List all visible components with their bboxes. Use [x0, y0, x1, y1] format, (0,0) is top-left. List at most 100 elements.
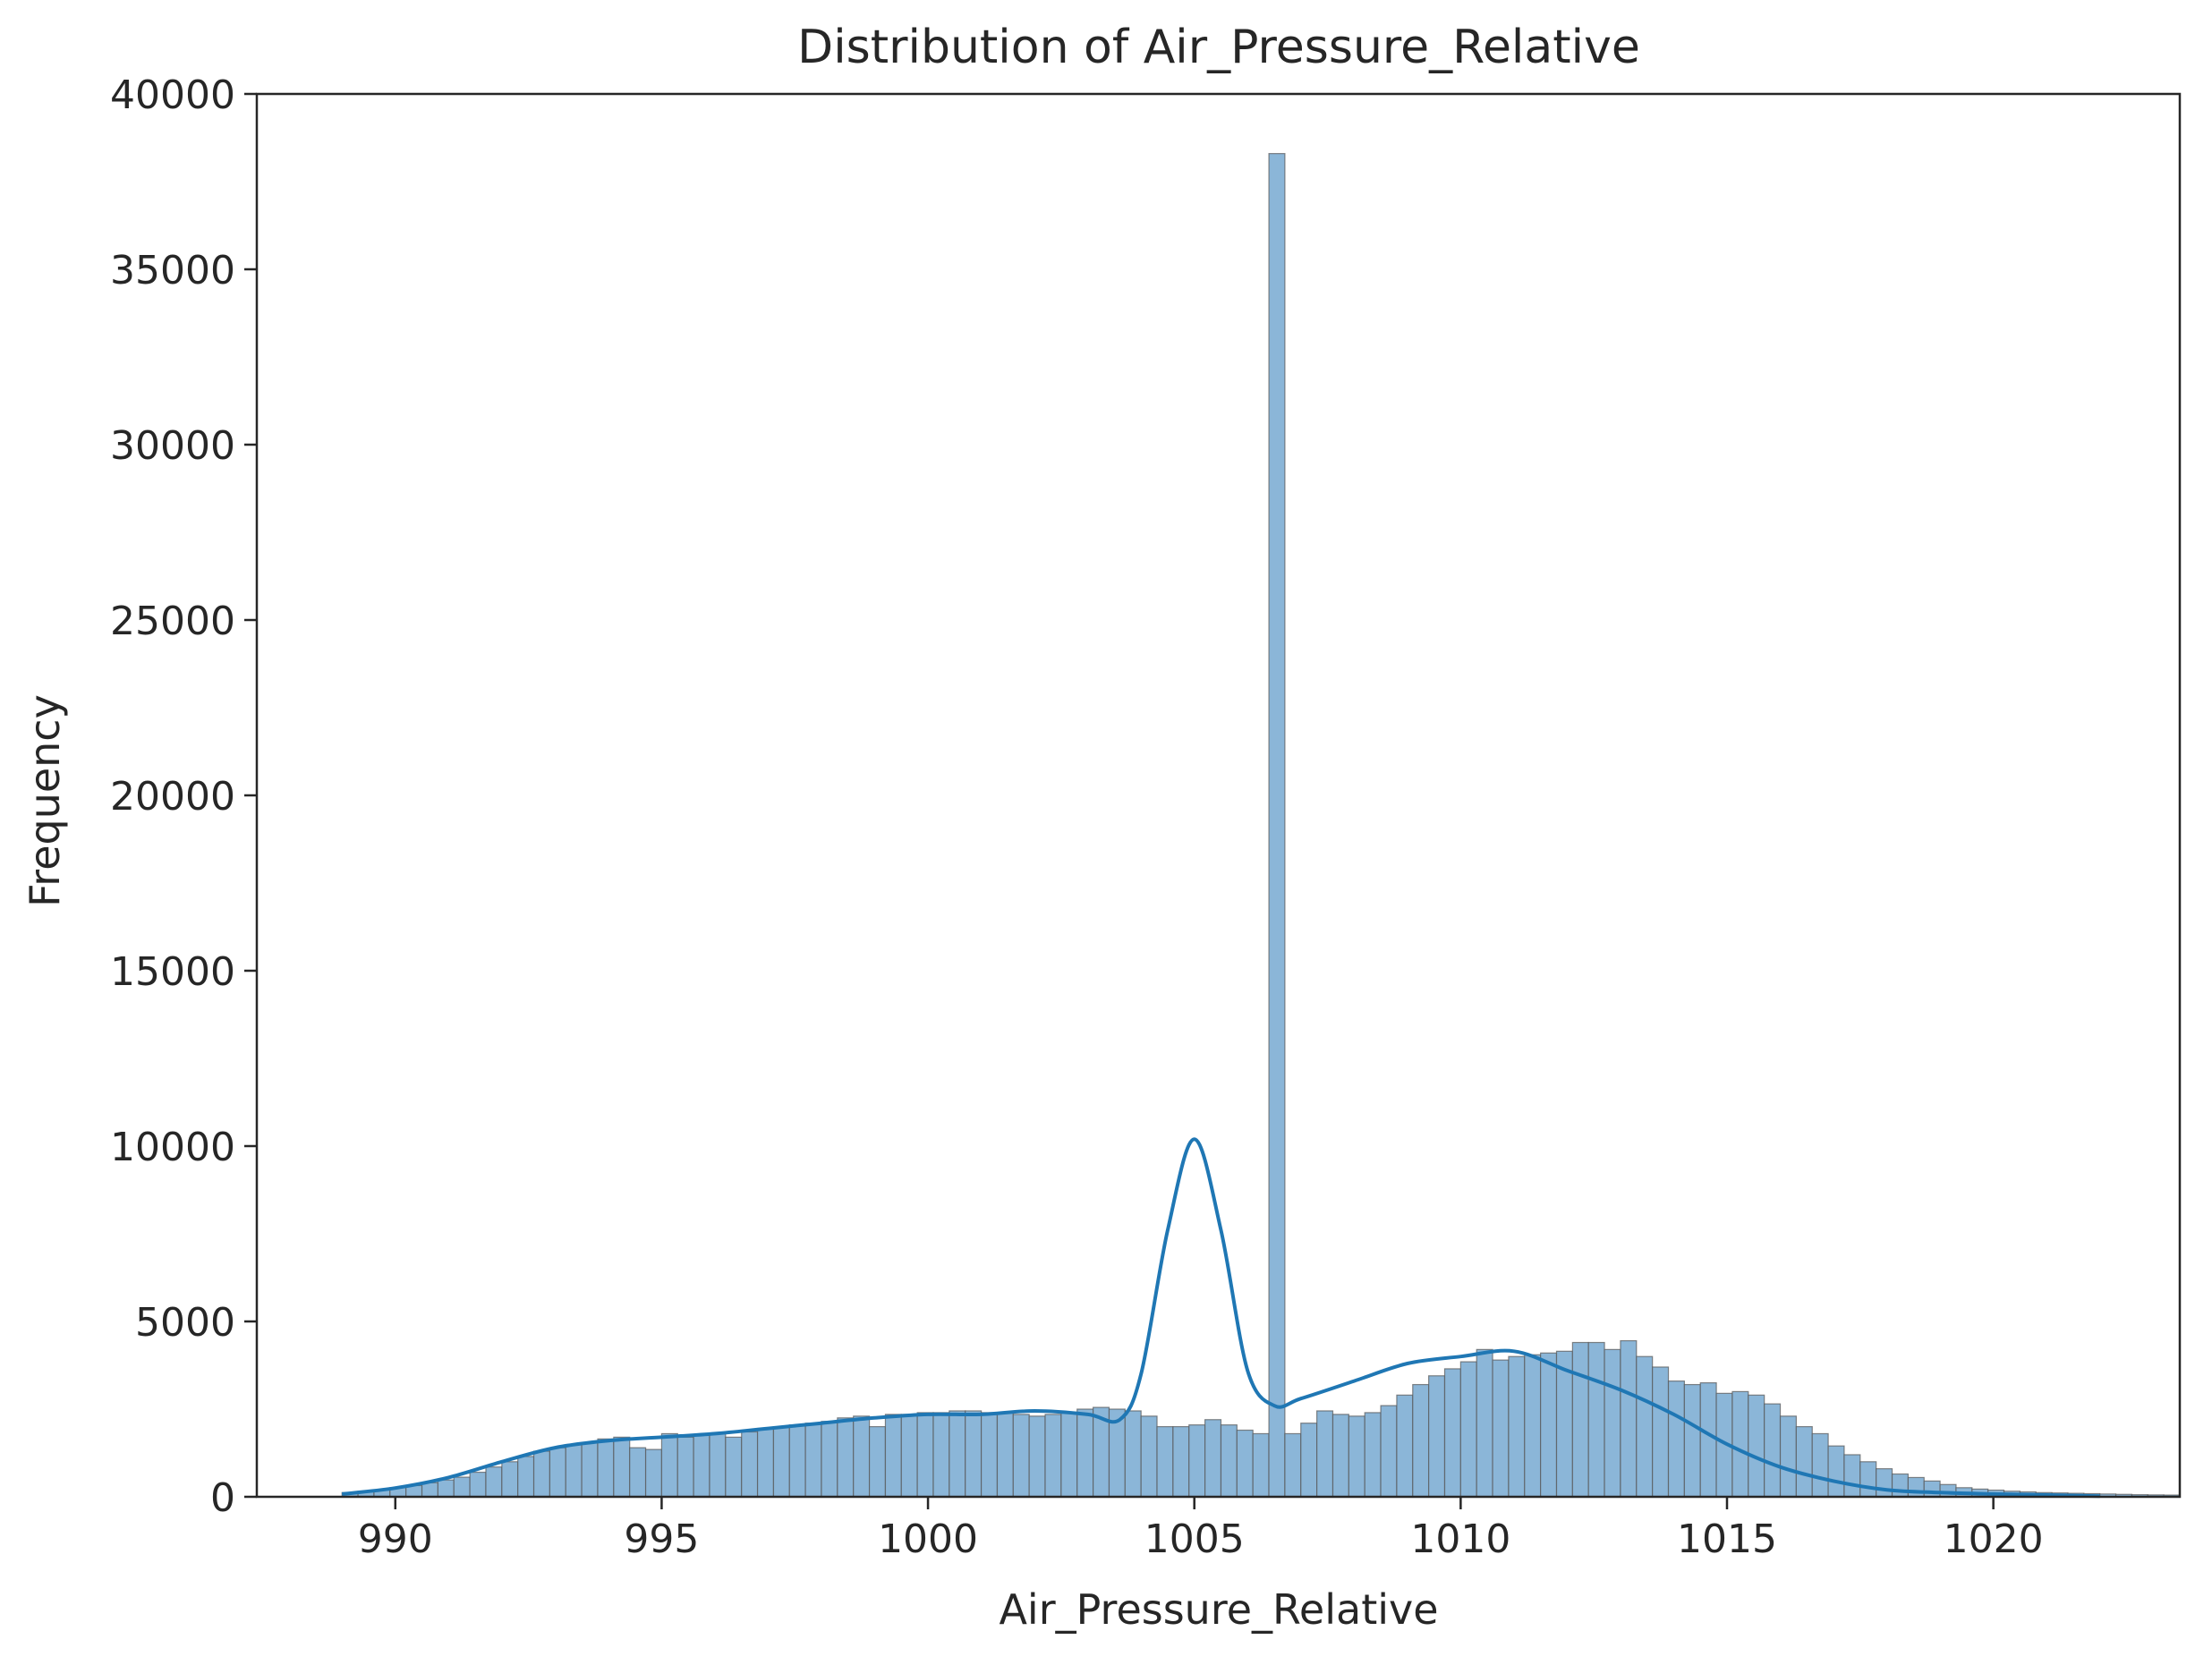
histogram-bar — [1044, 1414, 1062, 1498]
histogram-bar — [1284, 1432, 1302, 1498]
x-tick-label: 1000 — [878, 1516, 978, 1562]
x-axis-label: Air_Pressure_Relative — [999, 1585, 1438, 1634]
histogram-bar — [1827, 1445, 1845, 1498]
histogram-bar — [932, 1412, 950, 1498]
histogram-bar — [821, 1421, 838, 1498]
x-tick-label: 1005 — [1144, 1516, 1245, 1562]
histogram-bar — [1667, 1380, 1685, 1498]
histogram-bar — [1476, 1348, 1493, 1498]
x-tick-label: 1015 — [1677, 1516, 1777, 1562]
histogram-bar — [676, 1436, 694, 1498]
histogram-bar — [1748, 1394, 1765, 1498]
y-tick-label: 35000 — [110, 248, 235, 293]
histogram-bar — [1891, 1473, 1910, 1498]
histogram-bar — [1795, 1425, 1813, 1498]
histogram-bar — [1683, 1383, 1701, 1498]
y-tick-label: 40000 — [110, 72, 235, 118]
histogram-bar — [597, 1438, 615, 1498]
histogram-bar — [900, 1414, 918, 1498]
y-tick-label: 5000 — [135, 1300, 235, 1346]
histogram-bar — [1843, 1454, 1861, 1498]
x-tick-label: 990 — [358, 1516, 433, 1562]
histogram-bar — [565, 1444, 583, 1498]
histogram-bar — [660, 1432, 678, 1498]
histogram-bar — [1636, 1355, 1654, 1498]
histogram-bar — [1907, 1476, 1925, 1498]
histogram-bar — [1508, 1355, 1526, 1498]
histogram-bar — [1540, 1352, 1558, 1498]
histogram-bar — [1124, 1410, 1142, 1498]
y-tick-label: 30000 — [110, 423, 235, 469]
x-tick-label: 995 — [624, 1516, 699, 1562]
histogram-bar — [965, 1410, 983, 1498]
histogram-bar — [1012, 1414, 1030, 1498]
histogram-bar — [1076, 1408, 1094, 1498]
histogram-bar — [1764, 1403, 1782, 1498]
histogram-bar — [421, 1482, 438, 1498]
histogram-bar — [1443, 1368, 1461, 1498]
y-axis-label: Frequency — [21, 694, 69, 907]
histogram-bar — [1811, 1432, 1829, 1498]
histogram-bar — [1060, 1412, 1078, 1498]
histogram-bar — [884, 1414, 902, 1498]
histogram-bar — [1380, 1405, 1398, 1498]
histogram-bar — [693, 1434, 710, 1498]
y-tick-label: 0 — [210, 1475, 235, 1521]
histogram-bar — [709, 1432, 727, 1498]
histogram-bar — [1731, 1390, 1749, 1498]
histogram-bar — [469, 1471, 487, 1498]
histogram-bar — [1396, 1394, 1414, 1498]
histogram-bar — [788, 1424, 806, 1498]
histogram-bar — [629, 1447, 647, 1498]
histogram-bar — [1364, 1412, 1382, 1498]
histogram-bar — [1412, 1383, 1430, 1498]
histogram-bar — [1156, 1425, 1174, 1498]
histogram-bar — [980, 1412, 999, 1498]
x-tick-label: 1010 — [1410, 1516, 1510, 1562]
histogram-bar — [453, 1476, 471, 1498]
histogram-bar — [996, 1412, 1014, 1498]
histogram-bar — [772, 1425, 790, 1498]
chart-title: Distribution of Air_Pressure_Relative — [797, 21, 1640, 74]
histogram-bar — [837, 1417, 855, 1498]
histogram-bar — [1252, 1432, 1270, 1498]
histogram-bar — [1188, 1424, 1206, 1498]
y-tick-label: 10000 — [110, 1125, 235, 1170]
histogram-bar — [1779, 1415, 1797, 1498]
plot-frame — [255, 92, 2182, 1499]
histogram-bar — [1140, 1415, 1158, 1498]
histogram-bar — [1699, 1381, 1717, 1498]
histogram-bar — [1459, 1361, 1477, 1498]
x-axis: 990 995 1000 1005 1010 1015 1020 — [358, 1497, 2044, 1562]
histogram-bar — [1428, 1375, 1446, 1498]
histogram-bar — [868, 1425, 887, 1498]
y-axis: 0 5000 10000 15000 20000 25000 30000 35000 40000 — [110, 72, 257, 1521]
histogram-bar — [1492, 1359, 1510, 1498]
histogram-bar — [853, 1415, 871, 1498]
y-tick-label: 15000 — [110, 949, 235, 995]
histogram-bar — [1220, 1424, 1238, 1498]
histogram-bar — [725, 1436, 743, 1498]
histogram-bars — [341, 153, 2181, 1498]
histogram-bar — [1876, 1468, 1893, 1498]
histogram-bar — [437, 1479, 455, 1498]
histogram-bar — [1571, 1341, 1589, 1498]
histogram-bar — [1236, 1429, 1254, 1498]
histogram-bar — [949, 1410, 966, 1498]
histogram-bar — [532, 1450, 551, 1498]
y-tick-label: 20000 — [110, 774, 235, 820]
histogram-bar — [1524, 1354, 1542, 1498]
histogram-bar — [613, 1436, 631, 1498]
histogram-bar — [756, 1427, 775, 1498]
histogram-bar — [1923, 1480, 1941, 1498]
histogram-bar — [741, 1431, 759, 1498]
histogram-bar — [1859, 1461, 1877, 1498]
x-tick-label: 1020 — [1944, 1516, 2044, 1562]
histogram-bar — [581, 1441, 599, 1498]
y-tick-label: 25000 — [110, 599, 235, 644]
histogram-bar — [1652, 1366, 1670, 1498]
histogram-bar — [517, 1456, 535, 1498]
histogram-bar — [1620, 1339, 1638, 1498]
